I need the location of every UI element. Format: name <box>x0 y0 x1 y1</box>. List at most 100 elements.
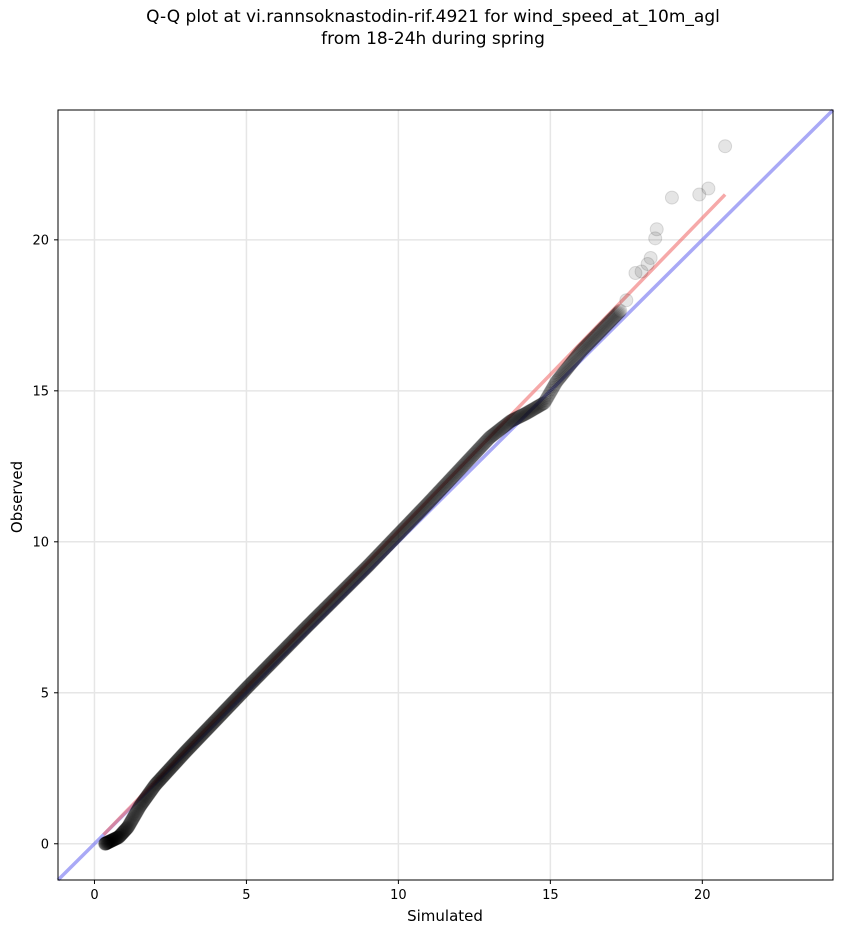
data-point <box>197 725 212 740</box>
data-point <box>459 455 474 470</box>
data-point <box>112 829 127 844</box>
data-point <box>378 540 393 555</box>
data-point <box>265 655 280 670</box>
data-point <box>334 585 349 600</box>
data-point <box>255 664 270 679</box>
data-point <box>158 766 173 781</box>
data-point <box>308 611 323 626</box>
data-point <box>165 758 180 773</box>
data-point <box>216 705 231 720</box>
data-point <box>244 675 259 690</box>
data-point <box>444 471 459 486</box>
data-point <box>177 745 192 760</box>
data-point <box>295 624 310 639</box>
data-point <box>261 658 276 673</box>
data-point <box>568 351 583 366</box>
data-point <box>259 660 274 675</box>
data-point <box>333 585 348 600</box>
data-point <box>207 714 222 729</box>
data-point <box>318 601 333 616</box>
data-point <box>245 674 260 689</box>
data-point <box>345 574 360 589</box>
data-point <box>439 476 454 491</box>
data-point <box>491 423 506 438</box>
data-point <box>327 592 342 607</box>
data-point <box>258 661 273 676</box>
data-point <box>250 669 265 684</box>
data-point <box>300 619 315 634</box>
data-point <box>116 824 131 839</box>
data-point <box>328 591 343 606</box>
reference-lines <box>56 108 835 882</box>
x-axis-ticks: 0 5 10 15 20 <box>90 880 711 903</box>
data-point <box>499 417 514 432</box>
data-point <box>578 339 593 354</box>
data-point <box>313 606 328 621</box>
data-point <box>142 786 157 801</box>
data-point <box>161 763 176 778</box>
data-point <box>113 828 128 843</box>
data-point <box>395 522 410 537</box>
data-point <box>226 694 241 709</box>
data-point <box>101 835 116 850</box>
data-point <box>514 408 529 423</box>
data-point <box>498 418 513 433</box>
data-point <box>325 593 340 608</box>
data-point <box>441 474 456 489</box>
data-point <box>118 822 133 837</box>
data-point <box>471 442 486 457</box>
data-point <box>144 783 159 798</box>
data-point <box>306 613 321 628</box>
x-tick-label: 10 <box>390 888 407 903</box>
y-axis-label: Observed <box>8 461 26 533</box>
data-point <box>151 774 166 789</box>
data-point <box>359 560 374 575</box>
data-point <box>357 562 372 577</box>
data-point <box>99 836 114 851</box>
data-point <box>260 660 275 675</box>
plot-frame <box>57 109 834 881</box>
data-point <box>469 444 484 459</box>
data-point <box>599 318 614 333</box>
data-point <box>280 639 295 654</box>
data-point <box>585 332 600 347</box>
data-point <box>451 463 466 478</box>
data-point <box>388 530 403 545</box>
data-point <box>298 620 313 635</box>
data-point <box>165 759 180 774</box>
data-point <box>692 187 707 202</box>
data-point <box>316 603 331 618</box>
data-point <box>161 763 176 778</box>
data-point <box>526 402 541 417</box>
data-point <box>434 482 449 497</box>
data-point <box>125 812 140 827</box>
data-point <box>401 516 416 531</box>
data-point <box>591 326 606 341</box>
data-point <box>257 662 272 677</box>
data-point <box>207 714 222 729</box>
data-point <box>435 481 450 496</box>
data-point <box>527 401 542 416</box>
data-point <box>563 357 578 372</box>
data-point <box>218 702 233 717</box>
chart-title-line-2: from 18-24h during spring <box>321 29 545 49</box>
data-point <box>381 537 396 552</box>
data-point <box>232 688 247 703</box>
data-point <box>649 222 664 237</box>
data-point <box>102 834 117 849</box>
data-point <box>186 736 201 751</box>
data-point <box>512 409 527 424</box>
data-point <box>281 638 296 653</box>
data-point <box>377 542 392 557</box>
data-point <box>587 330 602 345</box>
data-point <box>339 580 354 595</box>
data-point <box>110 830 125 845</box>
data-point <box>396 521 411 536</box>
data-point <box>416 500 431 515</box>
data-point <box>582 335 597 350</box>
data-point <box>122 818 137 833</box>
data-point <box>528 401 543 416</box>
data-point <box>559 362 574 377</box>
data-point <box>431 485 446 500</box>
data-point <box>193 728 208 743</box>
